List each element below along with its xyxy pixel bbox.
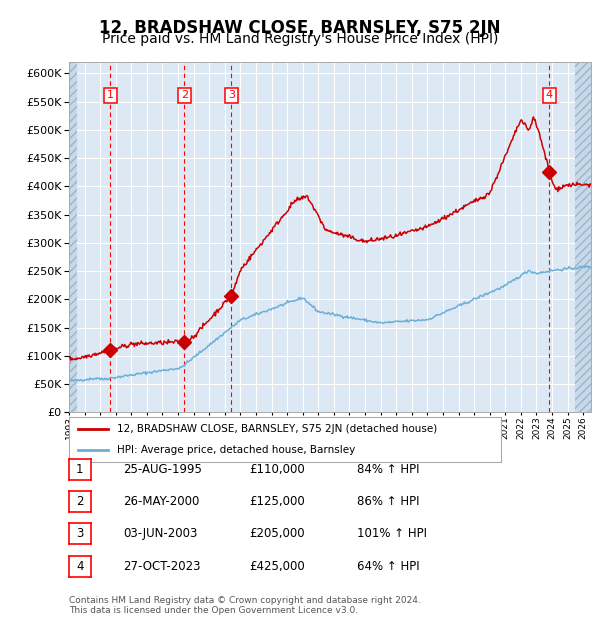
Text: HPI: Average price, detached house, Barnsley: HPI: Average price, detached house, Barn… — [116, 445, 355, 455]
Text: £205,000: £205,000 — [249, 528, 305, 540]
Text: Price paid vs. HM Land Registry's House Price Index (HPI): Price paid vs. HM Land Registry's House … — [102, 32, 498, 46]
Text: 84% ↑ HPI: 84% ↑ HPI — [357, 463, 419, 476]
Text: 1: 1 — [107, 91, 114, 100]
Text: 86% ↑ HPI: 86% ↑ HPI — [357, 495, 419, 508]
Text: 27-OCT-2023: 27-OCT-2023 — [123, 560, 200, 572]
Text: 12, BRADSHAW CLOSE, BARNSLEY, S75 2JN (detached house): 12, BRADSHAW CLOSE, BARNSLEY, S75 2JN (d… — [116, 424, 437, 435]
Text: 1: 1 — [76, 463, 83, 476]
Text: 3: 3 — [76, 528, 83, 540]
Text: £110,000: £110,000 — [249, 463, 305, 476]
Text: 26-MAY-2000: 26-MAY-2000 — [123, 495, 199, 508]
Text: 12, BRADSHAW CLOSE, BARNSLEY, S75 2JN: 12, BRADSHAW CLOSE, BARNSLEY, S75 2JN — [99, 19, 501, 37]
Text: 64% ↑ HPI: 64% ↑ HPI — [357, 560, 419, 572]
Text: 25-AUG-1995: 25-AUG-1995 — [123, 463, 202, 476]
Text: 3: 3 — [228, 91, 235, 100]
Text: Contains HM Land Registry data © Crown copyright and database right 2024.
This d: Contains HM Land Registry data © Crown c… — [69, 596, 421, 615]
Text: £425,000: £425,000 — [249, 560, 305, 572]
Text: 2: 2 — [181, 91, 188, 100]
Text: 03-JUN-2003: 03-JUN-2003 — [123, 528, 197, 540]
Bar — [575, 62, 591, 412]
Text: 4: 4 — [76, 560, 83, 572]
Text: 4: 4 — [545, 91, 553, 100]
Bar — [69, 62, 77, 412]
Text: 101% ↑ HPI: 101% ↑ HPI — [357, 528, 427, 540]
Text: £125,000: £125,000 — [249, 495, 305, 508]
Text: 2: 2 — [76, 495, 83, 508]
